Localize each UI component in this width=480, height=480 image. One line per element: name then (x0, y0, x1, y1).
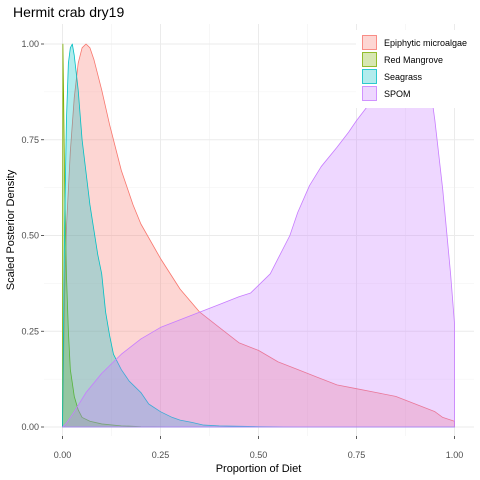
x-tick-label: 1.00 (446, 450, 464, 460)
x-tick-label: 0.50 (250, 450, 268, 460)
y-axis-title: Scaled Posterior Density (5, 169, 17, 290)
y-tick-label: 1.00 (21, 39, 39, 49)
x-axis-ticks: 0.00 0.25 0.50 0.75 1.00 (54, 436, 464, 460)
y-tick-label: 0.50 (21, 231, 39, 241)
legend-label: Seagrass (384, 72, 423, 82)
x-tick-label: 0.25 (152, 450, 170, 460)
legend-key-background (362, 69, 377, 84)
y-tick-label: 0.75 (21, 135, 39, 145)
y-tick-label: 0.00 (21, 422, 39, 432)
density-area-epiphytic-microalgae (62, 43, 455, 428)
x-axis-title: Proportion of Diet (216, 463, 302, 475)
legend-label: SPOM (384, 89, 411, 99)
y-tick-label: 0.25 (21, 326, 39, 336)
legend-key-background (362, 52, 377, 67)
x-tick-label: 0.75 (348, 450, 366, 460)
legend-key-background (362, 86, 377, 101)
density-areas (62, 43, 455, 428)
legend-key-background (362, 35, 377, 50)
density-area-red-mangrove (62, 43, 181, 428)
legend-key (362, 35, 377, 50)
x-tick-label: 0.00 (54, 450, 72, 460)
legend-label: Epiphytic microalgae (384, 38, 467, 48)
legend: Epiphytic microalgae Red Mangrove Seagrass… (356, 30, 474, 108)
legend-label: Red Mangrove (384, 55, 443, 65)
y-axis-ticks: 0.00 0.25 0.50 0.75 1.00 (21, 39, 44, 432)
chart-title: Hermit crab dry19 (13, 4, 124, 20)
legend-key (362, 86, 377, 101)
legend-key (362, 69, 377, 84)
legend-key (362, 52, 377, 67)
